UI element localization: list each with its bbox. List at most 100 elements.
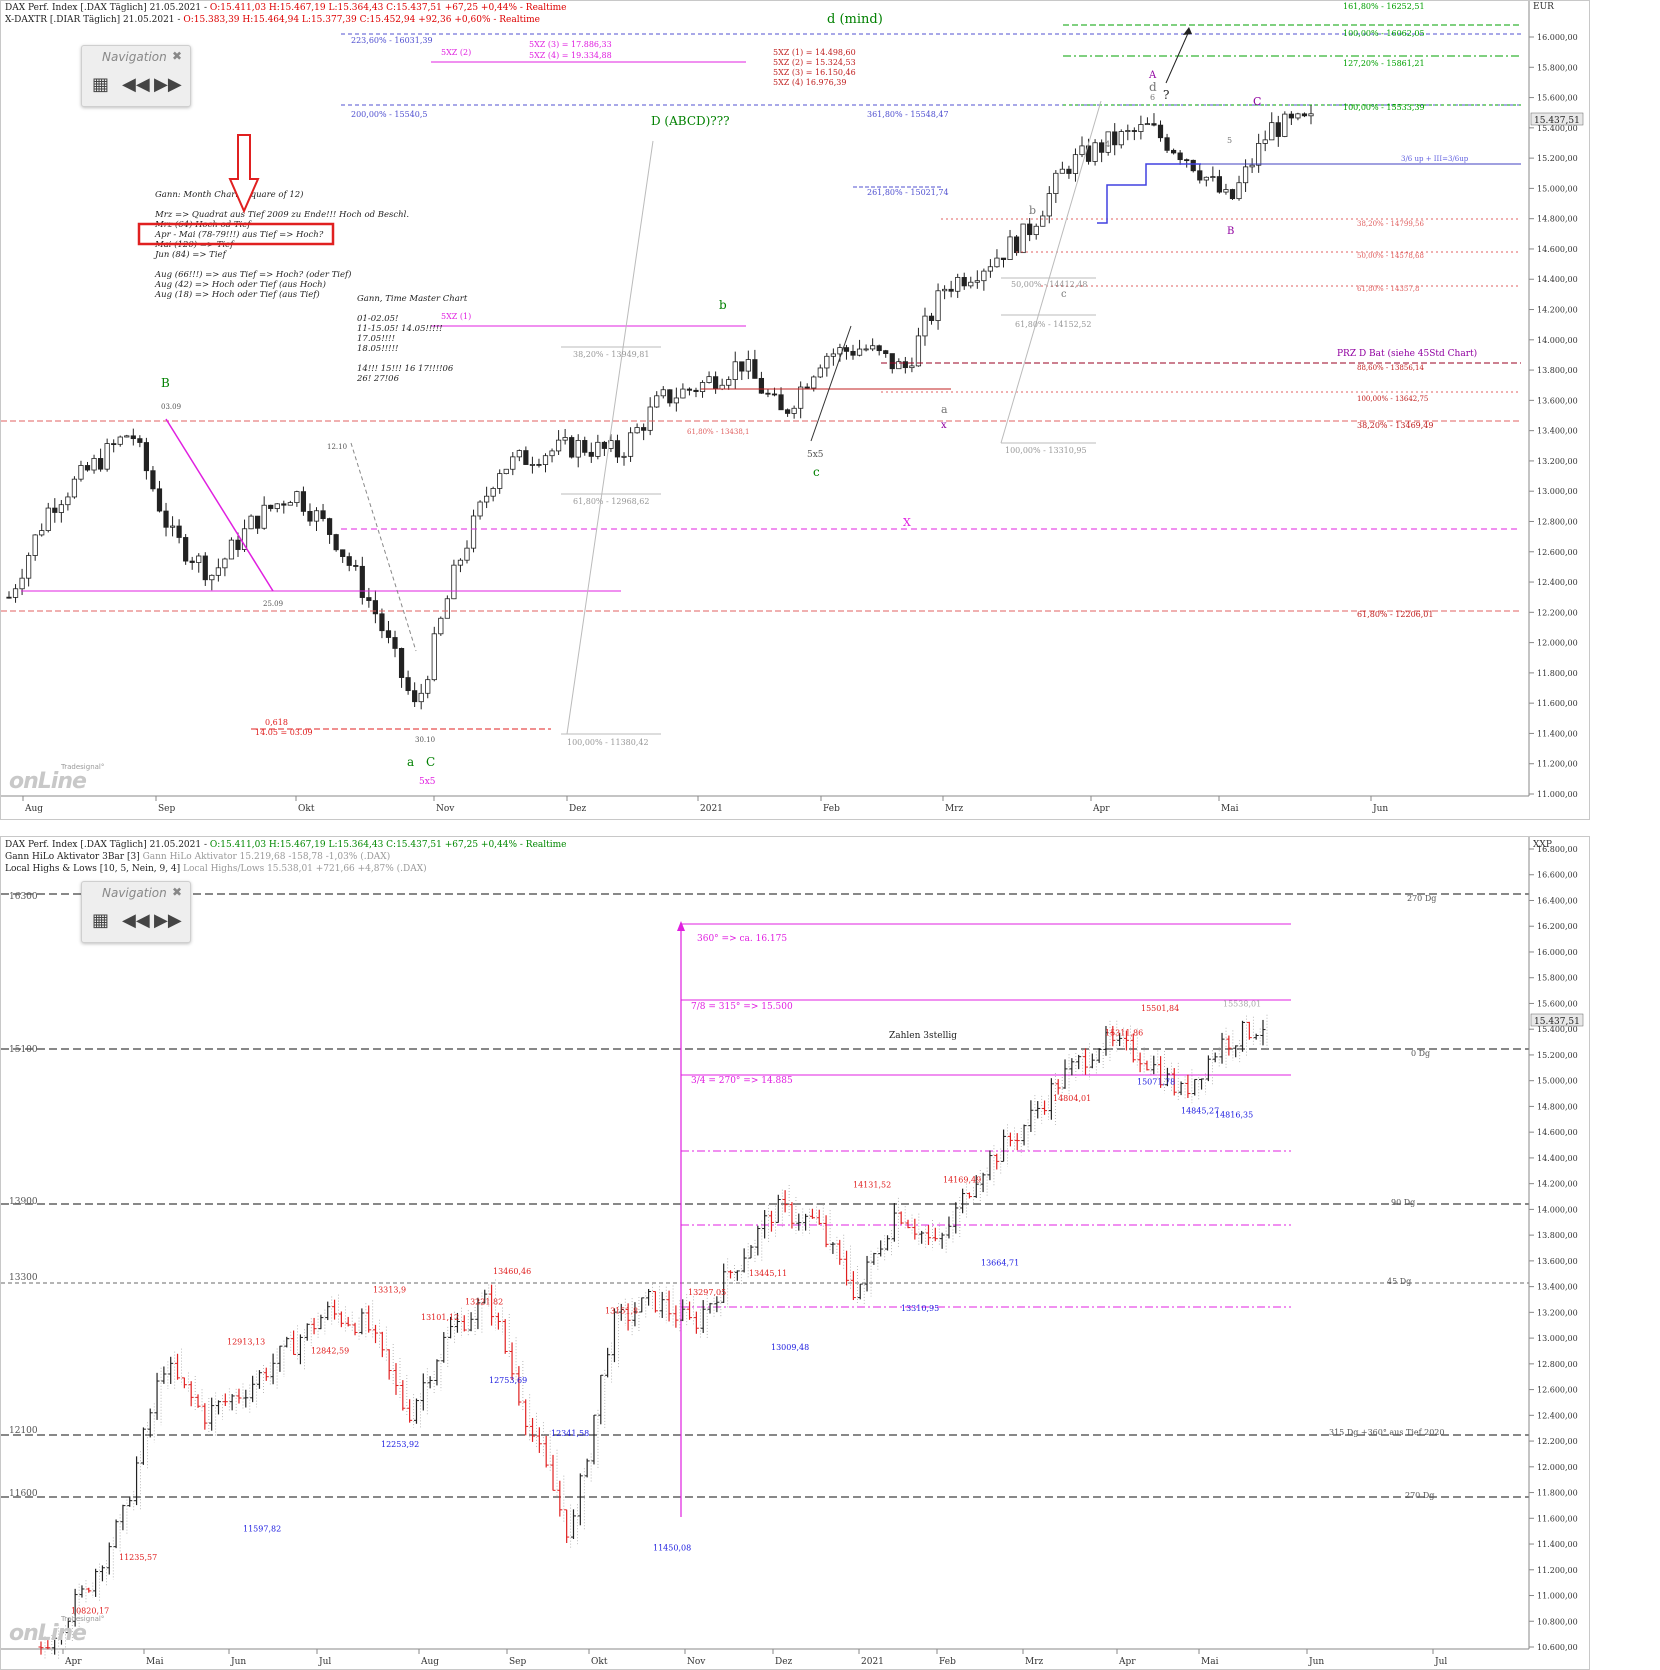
candle-body xyxy=(1027,223,1033,236)
candle-body xyxy=(1256,143,1262,166)
candle-body xyxy=(909,365,915,369)
bottom-x-tick-label: Mai xyxy=(146,1657,164,1667)
top-candle xyxy=(582,436,588,456)
top-candle xyxy=(1105,131,1111,156)
deg-label-5: 270 Dg xyxy=(1405,1491,1434,1500)
grid-icon[interactable]: ▦ xyxy=(92,74,110,95)
top-candle xyxy=(490,486,496,502)
bottom-bar xyxy=(605,1342,613,1383)
wave-5x5-2: 5x5 xyxy=(419,777,436,787)
candle-body xyxy=(1229,189,1236,200)
bottom-bar xyxy=(1233,1040,1241,1063)
bottom-bar xyxy=(700,1294,708,1339)
top-candle xyxy=(313,507,320,531)
candle-body xyxy=(974,280,980,283)
candle-body xyxy=(942,288,948,292)
candle-body xyxy=(699,382,706,392)
top-header-2: X-DAXTR [.DIAR Täglich] 21.05.2021 - O:1… xyxy=(5,15,540,25)
candle-body xyxy=(169,525,176,528)
candle-body xyxy=(601,441,607,449)
rewind-icon[interactable]: ◀◀ xyxy=(122,910,150,931)
rewind-icon[interactable]: ◀◀ xyxy=(122,74,150,95)
top-chart-svg[interactable]: EUR 11.000,00 11.200,00 11.400,00 11.600,00… xyxy=(1,1,1589,819)
close-icon[interactable]: ✖ xyxy=(171,49,182,63)
fast-forward-icon[interactable]: ▶▶ xyxy=(154,74,182,95)
bottom-bar xyxy=(379,1326,387,1363)
bottom-y-tick-label: 10.600,00 xyxy=(1537,1643,1578,1652)
trend-line xyxy=(350,442,417,652)
candle-body xyxy=(398,648,405,678)
gann-time-line-1: 11-15.05! 14.05!!!!! xyxy=(357,324,443,334)
bottom-bar xyxy=(291,1325,298,1360)
bottom-bar xyxy=(345,1311,353,1332)
bottom-bar xyxy=(38,1636,46,1660)
top-candle xyxy=(425,675,431,699)
fib-right-9: 38,20% - 13469,49 xyxy=(1357,421,1433,430)
candle-body xyxy=(1059,168,1065,174)
candle-body xyxy=(1151,123,1157,126)
bottom-bar xyxy=(809,1203,817,1225)
wave-c1: c xyxy=(813,465,820,479)
candle-body xyxy=(255,515,261,529)
bottom-bar xyxy=(523,1394,531,1441)
candle-body xyxy=(771,393,778,396)
top-y-tick-label: 15.600,00 xyxy=(1537,94,1578,103)
bottom-chart-panel[interactable]: DAX Perf. Index [.DAX Täglich] 21.05.202… xyxy=(0,836,1590,1670)
candle-body xyxy=(889,353,895,370)
candle-body xyxy=(1053,172,1059,194)
top-candle xyxy=(922,307,928,346)
candle-body xyxy=(26,555,32,579)
local-high-label: 13151,8 xyxy=(605,1307,638,1316)
top-y-tick-label: 13.600,00 xyxy=(1537,396,1578,405)
left-level-1: 15100 xyxy=(9,1045,38,1055)
bottom-x-tick-label: Nov xyxy=(687,1657,706,1667)
bottom-navigation-widget[interactable]: Navigation ✖ ▦ ◀◀ ▶▶ xyxy=(81,881,191,943)
top-candle xyxy=(340,549,346,563)
arrow-head-icon xyxy=(1183,27,1192,35)
bottom-bar xyxy=(1048,1073,1056,1125)
bottom-bar xyxy=(932,1222,940,1247)
candle-body xyxy=(274,503,280,509)
bottom-bar xyxy=(1158,1050,1165,1094)
bottom-bar xyxy=(454,1307,462,1338)
close-icon[interactable]: ✖ xyxy=(171,885,182,899)
candle-body xyxy=(457,559,464,566)
candle-body xyxy=(12,588,19,598)
fast-forward-icon[interactable]: ▶▶ xyxy=(154,910,182,931)
top-candle xyxy=(6,591,12,599)
top-logo-big: onLine xyxy=(9,769,87,794)
bottom-bar xyxy=(284,1331,292,1353)
bottom-bar xyxy=(1246,1016,1254,1045)
top-navigation-widget[interactable]: Navigation ✖ ▦ ◀◀ ▶▶ xyxy=(81,45,191,107)
top-candle xyxy=(830,348,836,366)
local-high-label: 13313,9 xyxy=(373,1286,406,1295)
bottom-bar xyxy=(755,1220,763,1261)
top-candle xyxy=(1125,124,1131,141)
bottom-chart-svg[interactable]: XXP 10.600,00 10.800,00 11.000,00 11.200,00… xyxy=(1,837,1589,1669)
top-candle xyxy=(994,249,1000,268)
bottom-bar xyxy=(373,1319,380,1349)
candle-body xyxy=(529,464,536,466)
candle-body xyxy=(621,455,627,458)
bottom-x-tick-label: Apr xyxy=(1118,1657,1136,1667)
top-chart-panel[interactable]: DAX Perf. Index [.DAX Täglich] 21.05.202… xyxy=(0,0,1590,820)
top-candle xyxy=(817,364,823,379)
gann-month-line-8: Aug (18) => Hoch oder Tief (aus Tief) xyxy=(154,289,320,300)
candle-body xyxy=(1210,176,1216,178)
bottom-bar xyxy=(1083,1043,1090,1080)
bottom-bar xyxy=(1007,1127,1015,1152)
grid-icon[interactable]: ▦ xyxy=(92,910,110,931)
bottom-header-1-name: DAX Perf. Index [.DAX Täglich] 21.05.202… xyxy=(5,840,210,850)
candle-body xyxy=(379,613,385,632)
bottom-header-2: Gann HiLo Aktivator 3Bar [3] Gann HiLo A… xyxy=(5,852,390,862)
candle-body xyxy=(510,456,516,470)
fib-right-8: 100,00% - 13642,75 xyxy=(1357,395,1428,403)
bottom-bar xyxy=(1096,1043,1104,1069)
candle-body xyxy=(307,510,313,522)
top-header-2-ohlc: O:15.383,39 H:15.464,94 L:15.377,39 C:15… xyxy=(183,15,540,25)
bottom-logo: Tradesignal° onLine xyxy=(9,1615,104,1646)
bottom-bar xyxy=(1205,1050,1213,1087)
wave-A: A xyxy=(1148,70,1157,81)
bottom-bar xyxy=(243,1384,251,1413)
fib-right-2: 127,20% - 15861,21 xyxy=(1343,59,1425,68)
